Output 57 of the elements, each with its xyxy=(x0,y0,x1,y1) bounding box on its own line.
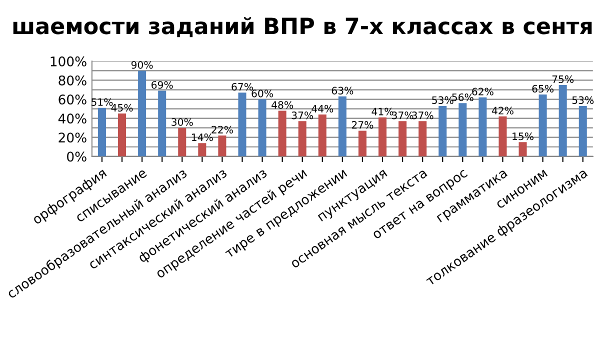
bar xyxy=(358,130,366,156)
data-label: 14% xyxy=(192,133,213,142)
bar xyxy=(438,106,447,156)
y-tick-label: 100% xyxy=(50,56,86,66)
bar xyxy=(198,143,206,156)
y-tick-label: 0% xyxy=(67,152,86,162)
chart-title: шаемости заданий ВПР в 7-х классах в сентя xyxy=(13,17,592,38)
data-label: 69% xyxy=(152,81,173,89)
y-tick-label: 80% xyxy=(58,75,86,86)
data-label: 42% xyxy=(492,106,514,114)
bar xyxy=(158,90,166,156)
bar xyxy=(378,117,387,156)
data-label: 44% xyxy=(312,104,334,113)
data-label: 45% xyxy=(111,104,133,112)
data-label: 22% xyxy=(212,126,233,134)
bar xyxy=(238,92,246,156)
data-label: 37% xyxy=(392,112,414,120)
bar xyxy=(418,121,427,156)
bar xyxy=(518,142,527,156)
bar xyxy=(318,114,326,156)
bar xyxy=(538,94,547,156)
data-label: 15% xyxy=(512,132,534,140)
bar xyxy=(458,103,467,156)
data-label: 65% xyxy=(532,84,554,93)
bar xyxy=(218,135,226,156)
data-label: 63% xyxy=(332,86,354,94)
bar xyxy=(98,108,106,156)
bar xyxy=(118,114,126,156)
data-label: 37% xyxy=(412,112,434,120)
data-label: 53% xyxy=(572,96,594,104)
data-label: 53% xyxy=(432,96,454,104)
data-label: 37% xyxy=(292,112,314,120)
bar xyxy=(258,99,266,156)
y-tick-label: 40% xyxy=(58,114,86,124)
bar xyxy=(558,85,567,156)
bar xyxy=(178,128,186,156)
data-label: 27% xyxy=(352,121,374,129)
bar xyxy=(498,116,507,156)
bar xyxy=(298,121,306,156)
y-tick-label: 20% xyxy=(58,132,86,143)
data-label: 67% xyxy=(232,82,253,91)
bar xyxy=(398,121,407,156)
data-label: 60% xyxy=(252,90,273,98)
bar xyxy=(138,70,146,156)
data-label: 30% xyxy=(172,118,193,126)
data-label: 56% xyxy=(452,93,474,102)
bar xyxy=(478,97,487,156)
bar xyxy=(278,110,286,156)
bar xyxy=(578,106,587,156)
bar xyxy=(338,96,346,156)
data-label: 75% xyxy=(552,75,574,84)
data-label: 51% xyxy=(91,98,113,106)
data-label: 62% xyxy=(472,88,494,96)
y-tick-label: 60% xyxy=(58,94,86,104)
data-label: 90% xyxy=(131,61,153,69)
data-label: 41% xyxy=(372,108,394,116)
data-label: 48% xyxy=(272,101,294,109)
